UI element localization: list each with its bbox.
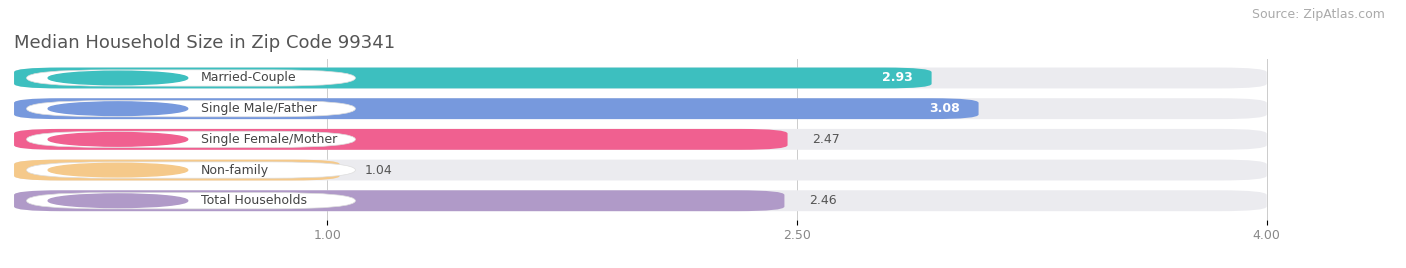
Text: Married-Couple: Married-Couple <box>201 72 297 84</box>
Text: 1.04: 1.04 <box>364 163 392 177</box>
Circle shape <box>48 102 187 116</box>
Text: Single Female/Mother: Single Female/Mother <box>201 133 337 146</box>
FancyBboxPatch shape <box>14 160 1267 180</box>
FancyBboxPatch shape <box>14 190 785 211</box>
Text: Single Male/Father: Single Male/Father <box>201 102 316 115</box>
FancyBboxPatch shape <box>14 129 787 150</box>
Text: Source: ZipAtlas.com: Source: ZipAtlas.com <box>1251 8 1385 21</box>
FancyBboxPatch shape <box>27 162 356 178</box>
FancyBboxPatch shape <box>27 193 356 209</box>
Text: 2.93: 2.93 <box>882 72 912 84</box>
Text: Median Household Size in Zip Code 99341: Median Household Size in Zip Code 99341 <box>14 34 395 52</box>
FancyBboxPatch shape <box>27 131 356 147</box>
FancyBboxPatch shape <box>14 129 1267 150</box>
Text: 2.47: 2.47 <box>813 133 841 146</box>
FancyBboxPatch shape <box>14 68 1267 88</box>
Text: 3.08: 3.08 <box>929 102 960 115</box>
FancyBboxPatch shape <box>14 190 1267 211</box>
Text: 2.46: 2.46 <box>810 194 837 207</box>
Text: Total Households: Total Households <box>201 194 307 207</box>
Circle shape <box>48 194 187 208</box>
FancyBboxPatch shape <box>14 68 932 88</box>
Text: Non-family: Non-family <box>201 163 269 177</box>
FancyBboxPatch shape <box>14 98 1267 119</box>
Circle shape <box>48 71 187 85</box>
FancyBboxPatch shape <box>14 98 979 119</box>
FancyBboxPatch shape <box>14 160 340 180</box>
FancyBboxPatch shape <box>27 70 356 86</box>
Circle shape <box>48 132 187 146</box>
FancyBboxPatch shape <box>27 100 356 117</box>
Circle shape <box>48 163 187 177</box>
